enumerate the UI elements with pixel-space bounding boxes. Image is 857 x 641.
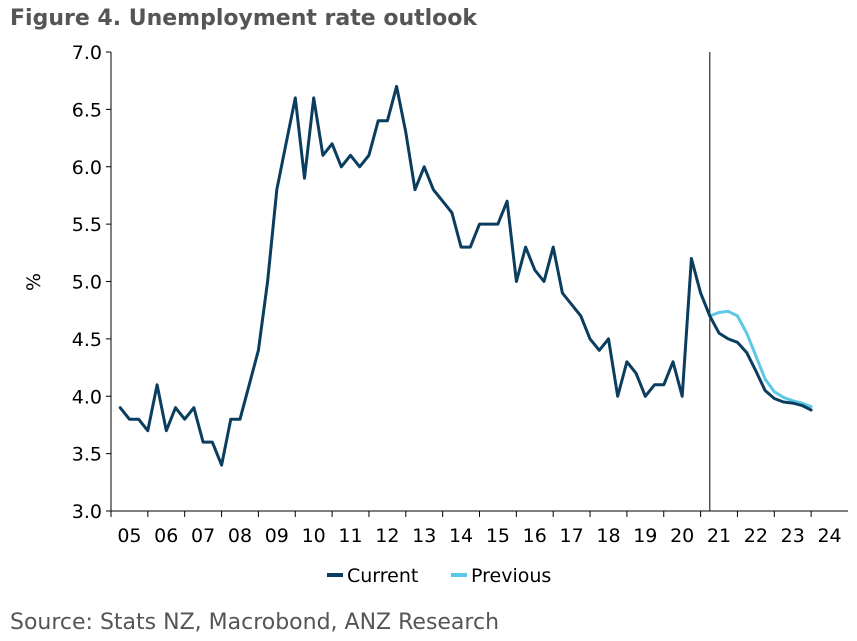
x-axis-ticks: 05 06 07 08 09 10 11 12 13 14 15 16 17 18 19 20 21 22 23 24: [110, 511, 842, 547]
x-tick-label: 06: [154, 525, 178, 547]
x-tick-label: 12: [375, 525, 399, 547]
legend-label-current: Current: [347, 565, 418, 587]
legend: Current Previous: [327, 565, 551, 587]
y-axis-label: %: [23, 273, 45, 291]
y-tick-label: 3.5: [72, 444, 102, 466]
x-tick-label: 11: [338, 525, 362, 547]
x-tick-label: 14: [449, 525, 473, 547]
x-tick-label: 10: [302, 525, 326, 547]
x-tick-label: 17: [560, 525, 584, 547]
source-note: Source: Stats NZ, Macrobond, ANZ Researc…: [10, 610, 500, 635]
x-tick-label: 19: [633, 525, 657, 547]
x-tick-label: 16: [523, 525, 547, 547]
y-tick-label: 4.0: [72, 386, 102, 408]
y-tick-label: 4.5: [72, 329, 102, 351]
x-tick-label: 20: [670, 525, 694, 547]
x-tick-label: 22: [744, 525, 768, 547]
x-tick-label: 09: [265, 525, 289, 547]
y-tick-label: 6.5: [72, 99, 102, 121]
x-tick-label: 18: [596, 525, 620, 547]
y-axis-ticks: 3.0 3.5 4.0 4.5 5.0 5.5 6.0 6.5 7.0: [72, 42, 111, 523]
y-tick-label: 6.0: [72, 157, 102, 179]
x-tick-label: 05: [117, 525, 141, 547]
chart-title: Figure 4. Unemployment rate outlook: [10, 6, 478, 31]
x-tick-label: 23: [781, 525, 805, 547]
x-tick-label: 13: [412, 525, 436, 547]
series-layer: [118, 84, 813, 467]
y-tick-label: 3.0: [72, 501, 102, 523]
x-tick-label: 15: [486, 525, 510, 547]
y-tick-label: 5.5: [72, 214, 102, 236]
series-line-previous: [699, 291, 813, 409]
y-tick-label: 5.0: [72, 272, 102, 294]
x-tick-label: 07: [191, 525, 215, 547]
y-tick-label: 7.0: [72, 42, 102, 64]
x-tick-label: 21: [707, 525, 731, 547]
x-tick-label: 24: [817, 525, 841, 547]
legend-label-previous: Previous: [471, 565, 551, 587]
x-tick-label: 08: [228, 525, 252, 547]
series-line-current: [118, 84, 813, 467]
